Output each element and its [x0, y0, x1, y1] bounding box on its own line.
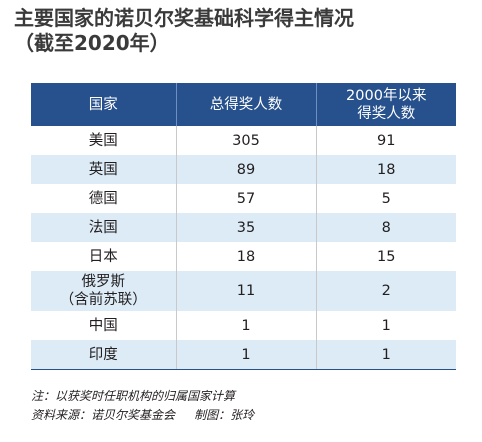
total-cell: 57 [175, 184, 316, 213]
country-cell-line-2: （含前苏联） [59, 292, 147, 308]
title-line-1: 主要国家的诺贝尔奖基础科学得主情况 [14, 6, 354, 30]
table-row: 德国 57 5 [31, 184, 456, 213]
country-cell: 印度 [31, 340, 176, 370]
page-title: 主要国家的诺贝尔奖基础科学得主情况 （截至2020年） [14, 6, 474, 56]
table-row: 俄罗斯 （含前苏联） 11 2 [31, 271, 456, 311]
total-cell: 1 [175, 311, 316, 340]
since-2000-cell: 1 [315, 311, 456, 340]
country-cell: 日本 [88, 248, 118, 265]
header-since-2000-line-1: 2000年以来 [346, 87, 427, 104]
header-country: 国家 [31, 83, 176, 126]
table-row: 印度 1 1 [31, 340, 456, 370]
title-line-2: （截至2020年） [14, 31, 170, 55]
since-2000-cell: 2 [315, 271, 456, 311]
header-total: 总得奖人数 [175, 83, 316, 126]
since-2000-cell: 8 [315, 213, 456, 242]
since-2000-cell: 91 [315, 126, 456, 155]
footnotes: 注：以获奖时任职机构的归属国家计算 资料来源：诺贝尔奖基金会 制图：张玲 [31, 387, 471, 425]
country-cell-line-1: 俄罗斯 [81, 274, 126, 290]
total-cell: 18 [175, 242, 316, 271]
table-row: 日本 18 15 [31, 242, 456, 271]
total-cell: 89 [175, 155, 316, 184]
total-cell: 305 [175, 126, 316, 155]
since-2000-cell: 15 [315, 242, 456, 271]
country-cell: 德国 [88, 190, 118, 207]
since-2000-cell: 1 [315, 340, 456, 370]
country-cell: 法国 [31, 213, 176, 242]
country-cell: 美国 [88, 132, 118, 149]
table-row: 英国 89 18 [31, 155, 456, 184]
header-since-2000: 2000年以来 得奖人数 [315, 83, 456, 126]
table-header-row: 国家 总得奖人数 2000年以来 得奖人数 [31, 83, 456, 126]
footnote-note: 注：以获奖时任职机构的归属国家计算 [31, 389, 236, 403]
table-row: 法国 35 8 [31, 213, 456, 242]
country-cell: 中国 [88, 317, 118, 334]
total-cell: 11 [175, 271, 316, 311]
country-cell: 俄罗斯 （含前苏联） [31, 271, 176, 311]
since-2000-cell: 5 [315, 184, 456, 213]
table-row: 中国 1 1 [31, 311, 456, 340]
table-row: 美国 305 91 [31, 126, 456, 155]
nobel-laureates-table: 国家 总得奖人数 2000年以来 得奖人数 美国 305 91 英国 89 18… [31, 83, 456, 370]
header-since-2000-line-2: 得奖人数 [357, 105, 416, 122]
country-cell: 英国 [31, 155, 176, 184]
since-2000-cell: 18 [315, 155, 456, 184]
total-cell: 35 [175, 213, 316, 242]
total-cell: 1 [175, 340, 316, 370]
footnote-source: 资料来源：诺贝尔奖基金会 制图：张玲 [31, 408, 255, 422]
